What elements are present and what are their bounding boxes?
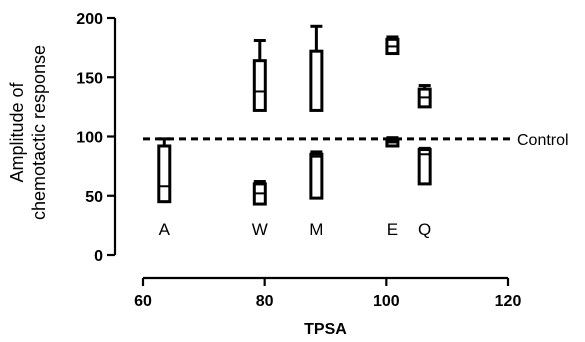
y-tick-label: 100 (76, 130, 103, 147)
x-tick-label: 60 (134, 293, 152, 310)
y-tick-label: 0 (94, 248, 103, 265)
group-label: Q (418, 220, 431, 239)
axes-layer: Amplitude of chemotactic response TPSA C… (7, 11, 569, 338)
y-axis-label-line-2: chemotactic response (29, 45, 49, 220)
x-axis-label: TPSA (304, 321, 347, 338)
group-label: M (309, 220, 323, 239)
box-rect (417, 148, 432, 186)
group-label: E (387, 220, 398, 239)
y-tick-label: 50 (85, 189, 103, 206)
y-tick-label: 150 (76, 70, 103, 87)
y-tick-label: 200 (76, 11, 103, 28)
box-rect (309, 152, 324, 200)
group-label: A (159, 220, 171, 239)
group-label: W (252, 220, 268, 239)
control-line-label: Control (517, 132, 569, 149)
x-tick-label: 120 (495, 293, 522, 310)
y-axis-label-line-1: Amplitude of (7, 81, 27, 182)
box-rect (157, 144, 172, 204)
x-tick-label: 100 (373, 293, 400, 310)
box-rect (309, 49, 324, 112)
box-rect (252, 59, 267, 112)
x-tick-label: 80 (256, 293, 274, 310)
